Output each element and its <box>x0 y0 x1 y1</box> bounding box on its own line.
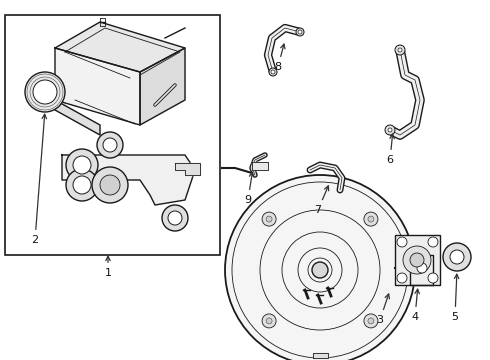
Circle shape <box>397 273 407 283</box>
Polygon shape <box>175 163 200 175</box>
Circle shape <box>25 72 65 112</box>
Circle shape <box>269 68 277 76</box>
Circle shape <box>266 318 272 324</box>
Text: 2: 2 <box>31 114 47 245</box>
Circle shape <box>397 237 407 247</box>
Circle shape <box>66 169 98 201</box>
Circle shape <box>388 128 392 132</box>
Circle shape <box>298 30 302 34</box>
Circle shape <box>168 211 182 225</box>
Polygon shape <box>55 48 140 125</box>
Bar <box>395 235 440 285</box>
Text: 8: 8 <box>274 44 285 72</box>
Text: 6: 6 <box>387 134 394 165</box>
Text: 4: 4 <box>412 289 419 322</box>
Circle shape <box>410 253 424 267</box>
Polygon shape <box>140 48 185 125</box>
Circle shape <box>296 28 304 36</box>
Circle shape <box>97 132 123 158</box>
Circle shape <box>262 314 276 328</box>
Circle shape <box>262 212 276 226</box>
Circle shape <box>450 250 464 264</box>
Circle shape <box>73 176 91 194</box>
Circle shape <box>428 273 438 283</box>
Polygon shape <box>62 155 195 205</box>
Circle shape <box>364 212 378 226</box>
Polygon shape <box>55 100 100 135</box>
Circle shape <box>73 156 91 174</box>
Circle shape <box>225 175 415 360</box>
Polygon shape <box>252 162 268 170</box>
Circle shape <box>428 237 438 247</box>
Circle shape <box>403 246 431 274</box>
Circle shape <box>100 175 120 195</box>
Bar <box>5 15 220 255</box>
Circle shape <box>368 318 374 324</box>
Circle shape <box>103 138 117 152</box>
Circle shape <box>162 205 188 231</box>
Circle shape <box>398 48 402 52</box>
Circle shape <box>368 216 374 222</box>
Text: 3: 3 <box>376 294 390 325</box>
Text: 1: 1 <box>104 256 112 278</box>
Circle shape <box>266 216 272 222</box>
Polygon shape <box>410 255 433 285</box>
Text: 9: 9 <box>245 172 254 205</box>
Circle shape <box>271 70 275 74</box>
Polygon shape <box>55 22 185 72</box>
Text: 7: 7 <box>315 186 329 215</box>
Circle shape <box>395 45 405 55</box>
Circle shape <box>417 263 427 273</box>
Circle shape <box>312 262 328 278</box>
Circle shape <box>33 80 57 104</box>
Circle shape <box>66 149 98 181</box>
Circle shape <box>364 314 378 328</box>
Text: 5: 5 <box>451 274 459 322</box>
Circle shape <box>443 243 471 271</box>
Polygon shape <box>313 353 328 358</box>
Circle shape <box>92 167 128 203</box>
Circle shape <box>385 125 395 135</box>
